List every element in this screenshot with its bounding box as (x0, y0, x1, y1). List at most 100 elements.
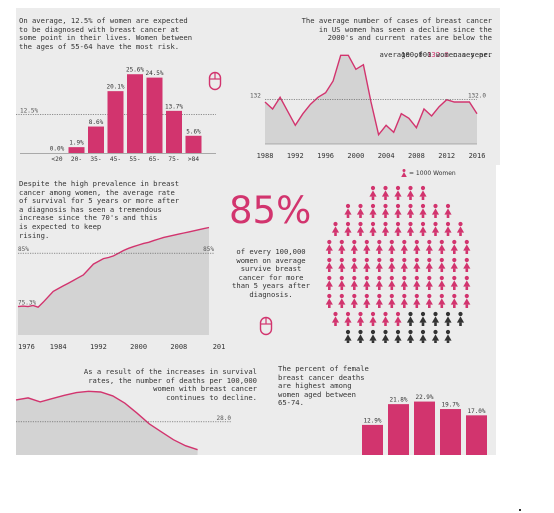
bar (146, 77, 163, 153)
woman-icon (381, 221, 390, 236)
woman-icon (425, 257, 433, 272)
woman-icon (450, 239, 458, 254)
woman-icon (369, 221, 377, 236)
x-tick-label: 2008 (408, 152, 425, 160)
woman-icon (394, 221, 402, 236)
woman-icon (400, 293, 408, 308)
series-line (264, 54, 478, 137)
bar-label: 17.0% (467, 408, 485, 415)
x-tick-label: 2012 (438, 152, 455, 160)
series-area (16, 391, 198, 455)
woman-icon (375, 239, 383, 254)
woman-icon (450, 275, 458, 290)
woman-icon (444, 203, 452, 218)
woman-icon (419, 185, 427, 200)
woman-icon (338, 239, 346, 254)
x-tick-label: 1992 (287, 152, 304, 160)
mouse-icon[interactable] (259, 316, 273, 336)
woman-icon (356, 311, 365, 326)
woman-icon (431, 311, 440, 326)
bar-label: 8.6% (89, 119, 104, 126)
x-tick-label: >84 (188, 156, 199, 163)
bar-label: 1.9% (69, 140, 84, 147)
woman-icon (356, 221, 365, 236)
woman-icon (438, 275, 446, 290)
woman-icon (438, 257, 446, 272)
woman-icon (375, 293, 383, 308)
survival-area-chart: 85% 85% 75.3% 1976 1984 1992 2000 2008 201 (17, 226, 225, 351)
woman-icon (369, 329, 377, 343)
death-age-text: The percent of female breast cancer deat… (278, 364, 369, 408)
bar (185, 135, 202, 153)
death-age-bar-chart: 12.9% 21.8% 22.9% 19.7% 17.0% (362, 394, 487, 455)
series-line (15, 390, 198, 451)
woman-icon (401, 169, 407, 177)
woman-icon (369, 311, 377, 326)
x-tick-label: 45- (110, 156, 121, 163)
x-tick-label: 20- (71, 156, 82, 163)
x-tick-label: 1996 (317, 152, 334, 160)
woman-icon (463, 293, 471, 308)
woman-icon (431, 203, 440, 218)
woman-icon (338, 275, 346, 290)
x-tick-label: 2016 (469, 152, 486, 160)
x-tick-label: 2008 (170, 343, 187, 351)
cases-text-prefix: average of (379, 50, 428, 60)
woman-icon (438, 293, 446, 308)
woman-icon (406, 203, 415, 218)
x-tick-label: 75- (168, 156, 179, 163)
mouse-icon[interactable] (208, 71, 222, 91)
woman-icon (344, 329, 352, 343)
series-area (265, 55, 477, 144)
woman-icon (363, 257, 371, 272)
survival-text: Despite the high prevalence in breast ca… (19, 179, 180, 240)
woman-icon (450, 257, 458, 272)
woman-icon (375, 275, 383, 290)
woman-icon (331, 311, 340, 326)
woman-icon (413, 257, 421, 272)
woman-icon (463, 257, 471, 272)
women-icon-grid (325, 185, 471, 343)
woman-icon (350, 257, 358, 272)
bar (127, 74, 143, 153)
bar-label: 0.0% (50, 146, 65, 153)
cases-area-chart: 132 132.0 1988 1992 1996 2000 2004 2008 2012 2016 (250, 54, 486, 160)
series-line (17, 226, 210, 309)
woman-icon (406, 329, 415, 343)
x-tick-label: 2004 (378, 152, 395, 160)
woman-icon (344, 203, 352, 218)
reference-label: 12.5% (20, 108, 38, 115)
survival-big-percent: 85% (229, 189, 311, 232)
x-tick-label: 65- (149, 156, 160, 163)
woman-icon (425, 293, 433, 308)
woman-icon (325, 257, 333, 272)
woman-icon (438, 239, 446, 254)
reference-label: 28.0 (217, 415, 232, 422)
woman-icon (431, 329, 440, 343)
woman-icon (381, 311, 390, 326)
woman-icon (413, 293, 421, 308)
reference-label-left: 85% (18, 246, 29, 253)
woman-icon (388, 275, 396, 290)
x-tick-label: 2000 (130, 343, 147, 351)
x-tick-label: 55- (129, 156, 140, 163)
bar-label: 21.8% (389, 397, 407, 404)
woman-icon (400, 239, 408, 254)
x-tick-label: 1988 (257, 152, 274, 160)
bar (68, 147, 85, 153)
woman-icon (356, 203, 365, 218)
bar-label: 13.7% (165, 103, 183, 110)
deaths-area-chart: 28.0 (15, 390, 232, 455)
woman-icon (425, 275, 433, 290)
bar-label: 19.7% (441, 402, 459, 409)
x-tick-label: 35- (90, 156, 101, 163)
woman-icon (338, 257, 346, 272)
woman-icon (381, 329, 390, 343)
woman-icon (413, 239, 421, 254)
woman-icon (400, 257, 408, 272)
woman-icon (406, 221, 415, 236)
woman-icon (350, 275, 358, 290)
bar (388, 404, 409, 455)
bar-label: 25.6% (126, 67, 144, 74)
woman-icon (356, 329, 365, 343)
